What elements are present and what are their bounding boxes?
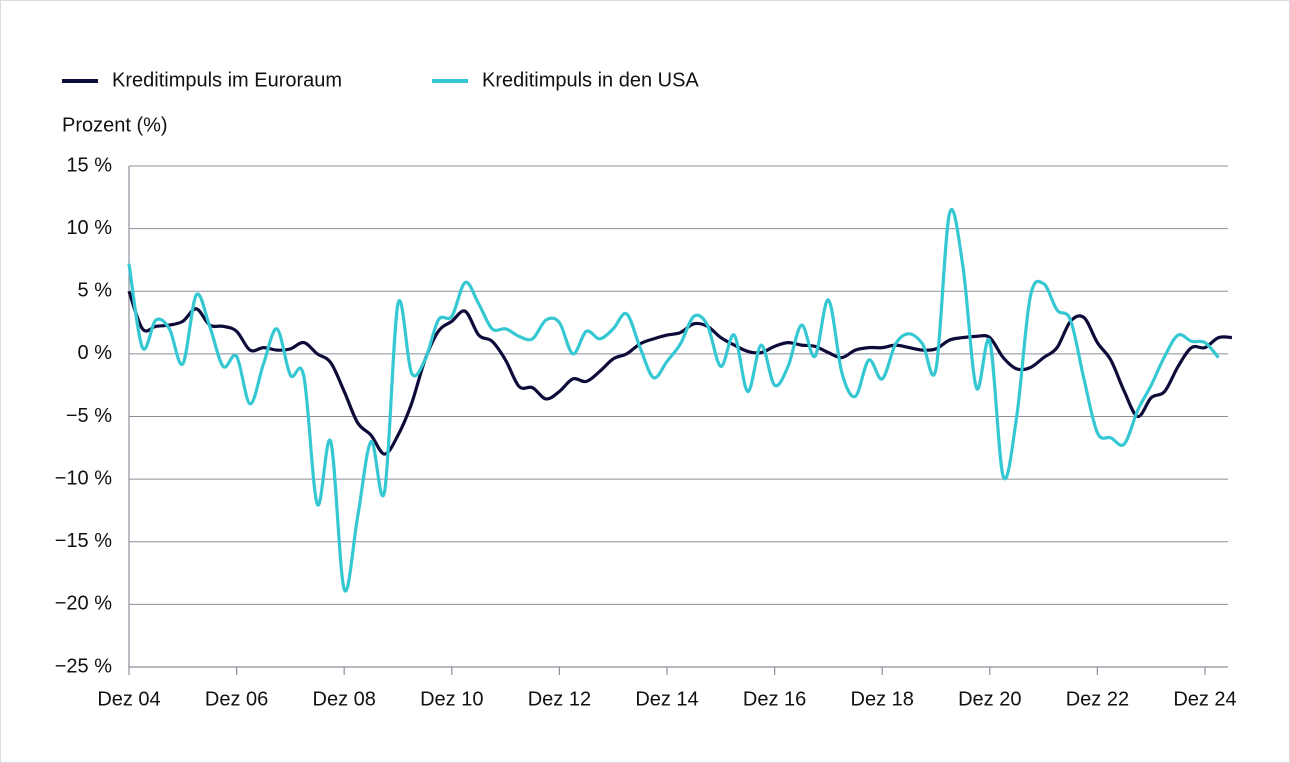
x-tick-label: Dez 08: [313, 688, 376, 710]
x-tick-label: Dez 04: [97, 688, 160, 710]
x-tick-label: Dez 16: [743, 688, 806, 710]
line-series: [127, 208, 1220, 593]
line-series: [127, 290, 1232, 456]
legend-label: Kreditimpuls im Euroraum: [112, 69, 342, 91]
x-tick-label: Dez 12: [528, 688, 591, 710]
y-tick-label: −25 %: [55, 655, 112, 677]
y-axis-label: Prozent (%): [62, 114, 168, 136]
legend-label: Kreditimpuls in den USA: [482, 69, 699, 91]
x-tick-label: Dez 06: [205, 688, 268, 710]
y-tick-label: 15 %: [66, 154, 112, 176]
x-tick-label: Dez 20: [958, 688, 1021, 710]
x-tick-label: Dez 10: [420, 688, 483, 710]
x-tick-label: Dez 14: [635, 688, 698, 710]
x-tick-label: Dez 24: [1173, 688, 1236, 710]
y-tick-label: −20 %: [55, 593, 112, 615]
y-tick-label: 0 %: [78, 342, 113, 364]
y-tick-label: −10 %: [55, 467, 112, 489]
y-tick-label: −15 %: [55, 530, 112, 552]
x-tick-label: Dez 22: [1066, 688, 1129, 710]
y-tick-label: 5 %: [78, 280, 113, 302]
y-tick-label: 10 %: [66, 217, 112, 239]
y-tick-label: −5 %: [66, 405, 112, 427]
x-tick-label: Dez 18: [851, 688, 914, 710]
